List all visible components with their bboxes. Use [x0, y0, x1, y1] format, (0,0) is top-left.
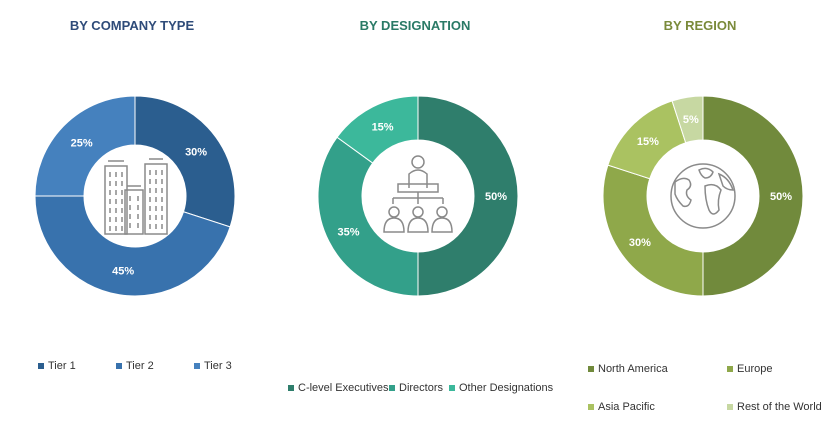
legend-label: Asia Pacific [598, 401, 655, 413]
data-label-tier-3: 25% [71, 138, 93, 150]
legend-label: Tier 2 [126, 360, 154, 372]
donut-hole [648, 141, 758, 251]
legend-swatch [116, 363, 122, 369]
legend-item-other-designations: Other Designations [449, 382, 553, 394]
chart-title-company-type: BY COMPANY TYPE [69, 18, 195, 33]
legend-item-c-level-executives: C-level Executives [288, 382, 388, 394]
legend-label: Rest of the World [737, 401, 822, 413]
buildings-icon [104, 158, 168, 235]
legend-swatch [588, 366, 594, 372]
data-label-rest-of-the-world: 5% [683, 114, 699, 126]
legend-item-tier-2: Tier 2 [116, 360, 154, 372]
legend-item-directors: Directors [389, 382, 443, 394]
legend-label: C-level Executives [298, 382, 389, 394]
globe-icon [670, 163, 736, 229]
data-label-other-designations: 15% [372, 122, 394, 134]
legend-swatch [588, 404, 594, 410]
slice-tier-3 [34, 95, 136, 197]
legend-swatch [194, 363, 200, 369]
legend-label: Europe [737, 363, 773, 375]
data-label-asia-pacific: 15% [637, 136, 659, 148]
slice-tier-1 [134, 95, 236, 228]
legend-label: Tier 1 [48, 360, 76, 372]
slice-directors [317, 136, 419, 297]
legend-item-tier-1: Tier 1 [38, 360, 76, 372]
slice-north-america [702, 95, 804, 297]
people-presentation-icon [383, 155, 453, 233]
chart-title-region: BY REGION [663, 18, 737, 33]
legend-swatch [727, 404, 733, 410]
legend-swatch [288, 385, 294, 391]
slice-rest-of-the-world [671, 95, 704, 144]
slice-c-level-executives [417, 95, 519, 297]
data-label-north-america: 50% [770, 191, 792, 203]
legend-item-asia-pacific: Asia Pacific [588, 401, 655, 413]
legend-item-north-america: North America [588, 363, 668, 375]
slice-europe [602, 164, 704, 297]
data-label-tier-1: 30% [185, 147, 207, 159]
data-label-tier-2: 45% [112, 266, 134, 278]
legend-swatch [389, 385, 395, 391]
legend-swatch [727, 366, 733, 372]
legend-swatch [38, 363, 44, 369]
legend-label: Tier 3 [204, 360, 232, 372]
data-label-europe: 30% [629, 237, 651, 249]
slice-tier-2 [34, 195, 231, 297]
chart-title-designation: BY DESIGNATION [359, 18, 471, 33]
legend-label: Directors [399, 382, 444, 394]
legend-item-tier-3: Tier 3 [194, 360, 232, 372]
slice-other-designations [336, 95, 419, 164]
legend-swatch [449, 385, 455, 391]
legend-label: North America [598, 363, 668, 375]
data-label-directors: 35% [337, 226, 359, 238]
legend-item-europe: Europe [727, 363, 772, 375]
legend-item-rest-of-the-world: Rest of the World [727, 401, 822, 413]
legend-label: Other Designations [459, 382, 554, 394]
data-label-c-level-executives: 50% [485, 191, 507, 203]
